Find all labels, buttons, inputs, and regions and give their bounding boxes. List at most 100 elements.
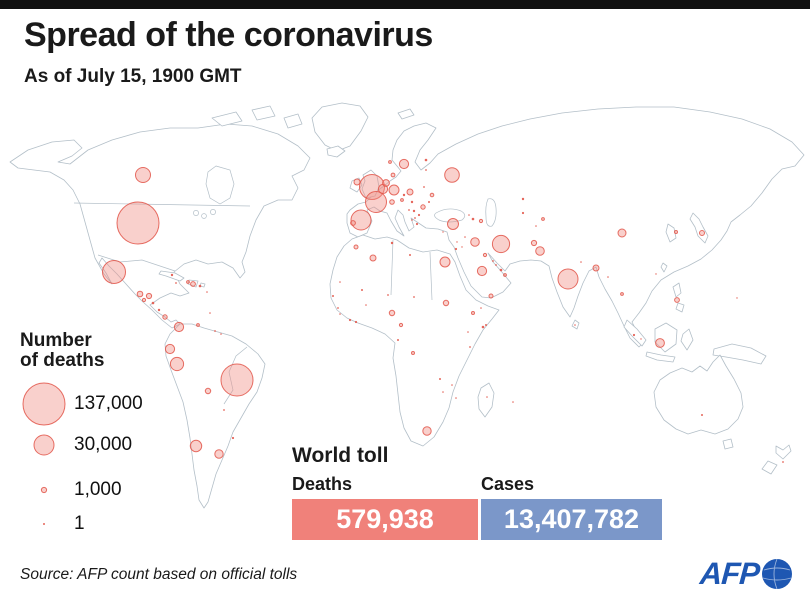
size-legend: Number of deaths 137,000 30,000 1,000 1	[20, 331, 190, 535]
death-bubble-mali	[361, 289, 363, 291]
death-bubble-yemen	[488, 293, 494, 299]
death-bubble-nicaragua	[151, 301, 155, 305]
death-bubble-ireland	[353, 178, 361, 186]
death-bubble-united-arab-emirates	[499, 268, 503, 272]
legend-title-line1: Number	[20, 330, 92, 351]
death-bubble-south-africa	[422, 426, 432, 436]
death-bubble-cameroon	[398, 322, 404, 328]
death-bubble-moldova	[428, 201, 430, 203]
source-note: Source: AFP count based on official toll…	[20, 566, 298, 583]
death-bubble-venezuela	[196, 323, 200, 327]
page-subtitle: As of July 15, 1900 GMT	[24, 66, 242, 87]
korea-peninsula	[665, 223, 677, 243]
afp-globe-icon	[762, 558, 792, 590]
arctic-islands	[211, 105, 303, 129]
death-bubble-canada	[135, 167, 151, 183]
legend-item-label: 1,000	[74, 479, 122, 500]
death-bubble-qatar	[495, 264, 497, 266]
death-bubble-myanmar	[607, 276, 609, 278]
death-bubble-australia	[701, 414, 703, 416]
death-bubble-united-states	[116, 201, 160, 245]
death-bubble-sweden	[398, 158, 410, 170]
legend-item-1: 1	[20, 513, 190, 535]
death-bubble-finland	[424, 158, 428, 162]
continent-south-america	[164, 323, 266, 509]
death-bubble-senegal	[332, 295, 334, 297]
legend-item-1000: 1,000	[20, 479, 190, 501]
death-bubble-malawi	[451, 384, 453, 386]
death-bubble-guadeloupe	[206, 291, 208, 293]
legend-item-label: 137,000	[74, 393, 143, 414]
death-bubble-colombia	[173, 321, 185, 333]
death-bubble-kazakhstan	[521, 197, 525, 201]
death-bubble-north-macedonia	[414, 217, 416, 219]
legend-circle-icon	[20, 517, 68, 531]
afp-logo-text: AFP	[698, 556, 761, 591]
death-bubble-iran	[491, 234, 511, 254]
death-bubble-kenya	[481, 325, 485, 329]
death-bubble-sierra-leone	[339, 313, 341, 315]
death-bubble-jamaica	[175, 282, 177, 284]
death-bubble-somalia	[485, 324, 487, 326]
death-bubble-dominican-republic	[190, 281, 196, 287]
death-bubble-estonia	[425, 169, 427, 171]
death-bubble-ukraine	[429, 192, 435, 198]
death-bubble-guinea	[337, 307, 339, 309]
death-bubble-nepal	[580, 261, 582, 263]
death-bubble-tajikistan	[535, 225, 537, 227]
new-zealand-south	[761, 460, 778, 475]
death-bubble-honduras	[145, 292, 153, 300]
iceland	[326, 145, 346, 158]
death-bubble-jordan	[461, 246, 463, 248]
deaths-bar: 579,938	[292, 499, 478, 540]
death-bubble-ethiopia	[471, 311, 475, 315]
death-bubble-tunisia	[390, 241, 394, 245]
death-bubble-oman	[503, 273, 507, 277]
death-bubble-mozambique	[455, 397, 457, 399]
death-bubble-romania	[420, 204, 426, 210]
death-bubble-peru	[169, 356, 185, 372]
death-bubble-egypt	[439, 256, 451, 268]
death-bubble-chad	[413, 296, 415, 298]
new-zealand-north	[775, 444, 792, 460]
legend-item-label: 30,000	[74, 434, 133, 455]
legend-item-137000: 137,000	[20, 381, 190, 427]
great-britain	[361, 169, 380, 199]
death-bubble-zimbabwe	[442, 391, 444, 393]
death-bubble-india	[557, 268, 579, 290]
death-bubble-turkey	[447, 218, 459, 230]
death-bubble-pakistan	[535, 246, 545, 256]
great-lake	[201, 213, 207, 219]
death-bubble-armenia	[471, 217, 475, 221]
taiwan	[660, 262, 668, 273]
death-bubble-dr-congo	[411, 351, 415, 355]
death-bubble-uzbekistan	[521, 211, 525, 215]
death-bubble-bulgaria	[417, 213, 421, 217]
death-bubble-new-zealand	[782, 461, 784, 463]
death-bubble-kuwait	[482, 252, 488, 258]
new-guinea	[712, 343, 767, 365]
africa-border	[390, 239, 433, 301]
death-bubble-ecuador	[164, 343, 176, 355]
death-bubble-bolivia	[204, 387, 212, 395]
death-bubble-sudan	[442, 299, 450, 307]
death-bubble-israel	[454, 247, 458, 251]
death-bubble-bosnia-herzegovina	[408, 209, 410, 211]
death-bubble-paraguay	[223, 409, 225, 411]
death-bubble-morocco	[353, 244, 359, 250]
death-bubble-brazil	[220, 363, 254, 397]
death-bubble-cyprus	[442, 231, 444, 233]
death-bubble-bangladesh	[592, 264, 600, 272]
cases-column: Cases 13,407,782	[481, 474, 662, 540]
continent-eurasia	[346, 106, 805, 348]
death-bubble-argentina	[214, 449, 224, 459]
tasmania	[722, 438, 734, 450]
death-bubble-indonesia	[655, 338, 665, 348]
legend-item-label: 1	[74, 513, 85, 534]
death-bubble-spain	[350, 209, 372, 231]
java	[645, 351, 676, 363]
death-bubble-malaysia	[632, 333, 636, 337]
death-bubble-guam	[736, 297, 738, 299]
continent-africa	[329, 234, 500, 447]
